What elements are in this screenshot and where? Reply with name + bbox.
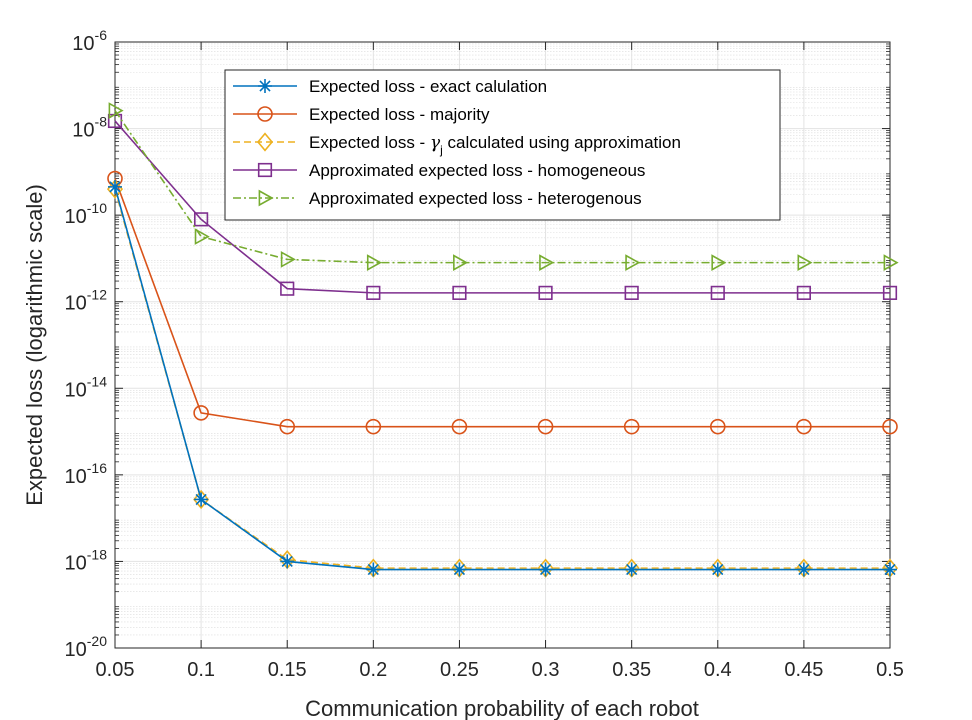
x-tick-label: 0.1 xyxy=(187,659,215,681)
y-tick-label: 10-12 xyxy=(65,287,108,315)
legend-entry-label: Expected loss - majority xyxy=(309,105,490,124)
marker-circle xyxy=(709,418,726,435)
legend-entry-label: Approximated expected loss - homogeneous xyxy=(309,161,645,180)
marker-square xyxy=(194,212,209,227)
marker-diamond xyxy=(193,489,210,510)
marker-triangle-right xyxy=(366,254,382,271)
x-tick-label: 0.2 xyxy=(359,659,387,681)
marker-asterisk xyxy=(280,554,295,569)
marker-square xyxy=(257,162,273,178)
marker-circle xyxy=(882,418,898,435)
legend: Expected loss - exact calulation Expected… xyxy=(224,69,781,221)
plot-frame xyxy=(114,41,891,649)
marker-square xyxy=(710,285,725,300)
series-asterisk xyxy=(108,179,897,577)
marker-square xyxy=(624,285,639,300)
marker-circle xyxy=(365,418,382,435)
marker-triangle-right xyxy=(108,102,124,119)
marker-triangle-right xyxy=(883,254,899,271)
marker-triangle-right xyxy=(797,254,813,271)
marker-asterisk xyxy=(710,562,725,577)
marker-circle xyxy=(193,405,209,421)
marker-triangle-right xyxy=(194,228,210,245)
marker-asterisk xyxy=(796,562,811,577)
y-tick-label: 10-6 xyxy=(72,27,107,55)
marker-square xyxy=(538,285,553,300)
marker-square xyxy=(796,285,811,300)
x-tick-label: 0.15 xyxy=(268,659,307,681)
marker-asterisk xyxy=(194,492,209,507)
x-tick-label: 0.5 xyxy=(876,659,904,681)
x-tick-label: 0.35 xyxy=(612,659,651,681)
marker-asterisk xyxy=(538,562,553,577)
y-tick-label: 10-14 xyxy=(65,373,108,401)
series-circle xyxy=(107,170,898,435)
marker-square xyxy=(280,281,295,296)
series-line xyxy=(114,110,890,264)
x-tick-label: 0.05 xyxy=(96,659,135,681)
legend-entry-label: Expected loss - γj calculated using appr… xyxy=(309,133,681,157)
marker-circle xyxy=(451,418,468,435)
series-square xyxy=(107,113,898,300)
x-tick-label: 0.3 xyxy=(532,659,560,681)
series-triangle-right xyxy=(108,102,899,271)
marker-asterisk xyxy=(108,179,122,194)
y-tick-label: 10-8 xyxy=(72,114,107,142)
tick-labels: 10-20 10-18 10-16 10-14 10-12 10-10 10-8 10-6 0.… xyxy=(65,27,904,681)
marker-circle xyxy=(623,418,640,435)
x-axis-label: Communication probability of each robot xyxy=(305,696,699,720)
marker-circle xyxy=(796,418,812,435)
x-tick-label: 0.25 xyxy=(440,659,479,681)
y-axis-label: Expected loss (logarithmic scale) xyxy=(22,184,47,506)
marker-asterisk xyxy=(624,562,639,577)
marker-triangle-right xyxy=(258,189,274,207)
y-tick-label: 10-16 xyxy=(65,460,108,488)
legend-entry-label: Expected loss - exact calulation xyxy=(309,77,547,96)
marker-square xyxy=(882,285,898,300)
marker-triangle-right xyxy=(539,254,555,271)
x-tick-label: 0.45 xyxy=(784,659,823,681)
marker-circle xyxy=(279,418,296,435)
series-line xyxy=(114,186,890,571)
marker-asterisk xyxy=(258,79,272,93)
marker-square xyxy=(452,285,467,300)
marker-asterisk xyxy=(452,562,467,577)
y-tick-label: 10-18 xyxy=(65,546,108,574)
marker-triangle-right xyxy=(280,251,296,268)
series-group xyxy=(106,102,899,578)
marker-triangle-right xyxy=(453,254,469,271)
marker-square xyxy=(366,285,381,300)
marker-diamond xyxy=(256,132,274,152)
marker-triangle-right xyxy=(625,254,641,271)
marker-asterisk xyxy=(883,562,897,577)
marker-triangle-right xyxy=(711,254,727,271)
x-tick-label: 0.4 xyxy=(704,659,732,681)
legend-entry-label: Approximated expected loss - heterogenou… xyxy=(309,189,642,208)
series-line xyxy=(114,178,890,428)
ticks xyxy=(114,41,891,649)
marker-asterisk xyxy=(366,562,381,577)
legend-box xyxy=(224,69,781,221)
marker-circle xyxy=(257,106,273,122)
y-tick-label: 10-20 xyxy=(65,633,108,661)
y-tick-label: 10-10 xyxy=(65,200,108,228)
marker-circle xyxy=(537,418,554,435)
series-line xyxy=(114,120,890,294)
